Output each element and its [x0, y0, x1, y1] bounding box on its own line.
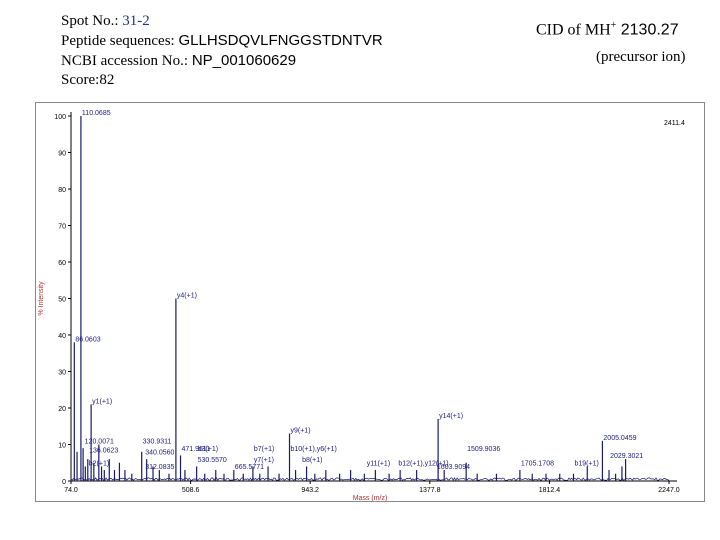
peak-annotation: b2(+1) [89, 460, 109, 467]
peak-annotation: b19(+1) [575, 460, 599, 467]
cid-prefix: CID of MH [536, 21, 611, 39]
peak-annotation: y1(+1) [92, 398, 112, 405]
y-tick-label: 50 [58, 297, 66, 304]
y-axis-title: % Intensity [38, 281, 45, 316]
peak-annotation: 120.0071 [85, 439, 114, 446]
baseline-noise [70, 477, 670, 482]
x-tick-label: 508.6 [182, 487, 200, 494]
peak-annotation: 136.0623 [89, 448, 118, 455]
x-tick-label: 1812.4 [539, 487, 561, 494]
y-tick-label: 90 [58, 151, 66, 158]
peak-annotation: y11(+1) [367, 460, 390, 467]
y-tick-label: 100 [54, 114, 66, 121]
peak-annotation: y7(+1) [254, 457, 274, 464]
y-tick-label: 20 [58, 406, 66, 413]
peak-annotation: y4(+1) [177, 293, 197, 300]
spectrum-frame: 0 10 20 30 40 50 60 70 80 90 100 74.0 508.6 943.2 1377… [35, 102, 705, 502]
peak-annotation: b8(+1) [302, 457, 322, 464]
cid-superscript: + [610, 20, 617, 31]
peptide-sequence: GLLHSDQVLFNGGSTDNTVR [178, 32, 383, 49]
x-tick-label: 943.2 [301, 487, 319, 494]
peak-annotation: 471.9611 [182, 446, 211, 453]
x-tick-label: 1377.8 [419, 487, 441, 494]
peak-annotation: 330.9311 [143, 439, 172, 446]
peak-annotation: 2029.3021 [610, 453, 643, 460]
y-tick-label: 30 [58, 370, 66, 377]
spot-label: Spot No.: [61, 13, 123, 29]
y-tick-label: 60 [58, 260, 66, 267]
x-tick-label: 74.0 [64, 487, 78, 494]
accession-label: NCBI accession No.: [61, 53, 192, 69]
peak-annotation: 110.0685 [82, 110, 111, 117]
y-tick-label: 10 [58, 443, 66, 450]
y-tick-label: 40 [58, 333, 66, 340]
corner-label: 2411.4 [664, 120, 685, 127]
peak-annotation: 530.5570 [198, 457, 227, 464]
peak-annotation: 312.0835 [145, 464, 174, 471]
peak-annotation: 2005.0459 [603, 435, 636, 442]
peak-annotation: y9(+1) [291, 428, 311, 435]
peak-annotation: 86.0603 [75, 336, 100, 343]
spot-value: 31-2 [122, 13, 150, 29]
precursor-label: (precursor ion) [596, 49, 686, 65]
peak-annotation: 340.0560 [145, 449, 174, 456]
peak-annotation: 1705.1708 [521, 460, 554, 467]
accession-value: NP_001060629 [191, 52, 297, 69]
x-tick-label: 2247.0 [658, 487, 680, 494]
peak-annotation: b12(+1),y12(+1) [398, 460, 448, 467]
peptide-label: Peptide sequences: [61, 33, 179, 49]
peptide-row: Peptide sequences: GLLHSDQVLFNGGSTDNTVR [61, 31, 383, 51]
y-tick-label: 0 [62, 479, 66, 486]
peak-annotation: 1603.9094 [437, 464, 470, 471]
mass-spectrum-chart: 0 10 20 30 40 50 60 70 80 90 100 74.0 508.6 943.2 1377… [38, 110, 685, 501]
peak-annotation: b7(+1) [254, 446, 274, 453]
y-tick-label: 80 [58, 187, 66, 194]
spot-info-block: Spot No.: 31-2 Peptide sequences: GLLHSD… [61, 12, 383, 90]
x-axis-title: Mass (m/z) [353, 495, 388, 501]
peak-annotation: y14(+1) [439, 413, 463, 420]
peak-annotation: 1509.9036 [467, 446, 500, 453]
y-tick-label: 70 [58, 224, 66, 231]
score-row: Score:82 [61, 72, 115, 88]
peak-annotation: 665.5771 [235, 464, 264, 471]
cid-title: CID of MH+ 2130.27 [536, 20, 679, 39]
accession-row: NCBI accession No.: NP_001060629 [61, 51, 383, 71]
peak-annotation: b10(+1),y6(+1) [291, 446, 337, 453]
spot-row: Spot No.: 31-2 [61, 12, 383, 31]
peak-annotation: b3(+1) [198, 446, 218, 453]
cid-mass: 2130.27 [616, 21, 679, 39]
